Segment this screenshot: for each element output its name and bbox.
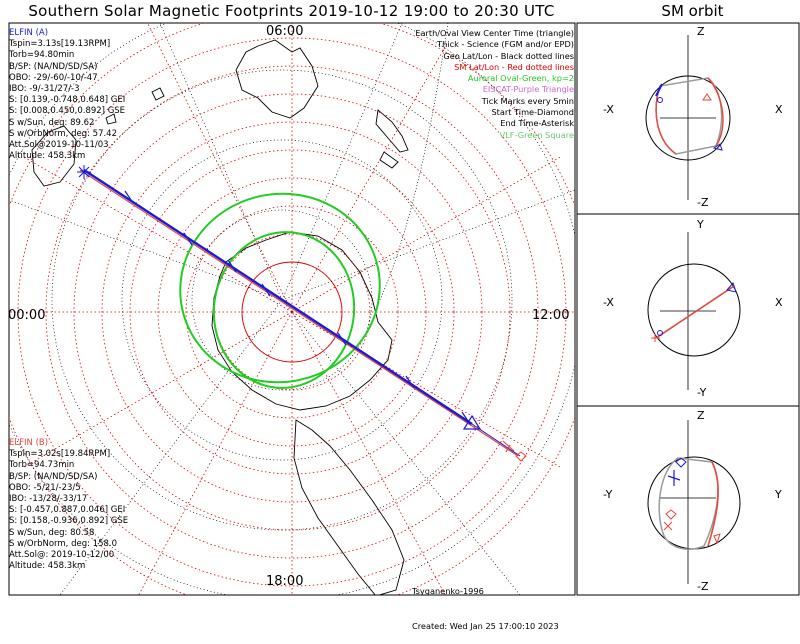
auroral-oval: [179, 192, 381, 389]
elfin-b-info-line: ELFIN (B): [9, 438, 49, 448]
orbit-frame: [576, 22, 800, 596]
elfin-a-info-line: S w/Sun, deg: 89.62: [9, 117, 95, 128]
orbit3-right-label: Y: [775, 488, 782, 501]
legend-entry: VLF-Green Square: [499, 129, 574, 140]
elfin-b-info-line: S: [0.158,-0.936,0.892] GSE: [9, 516, 129, 527]
coastlines: [31, 39, 409, 595]
elfin-b-info-line: Altitude: 458.3km: [9, 561, 86, 572]
elfin-a-info-line: IBO: -9/-31/27/-3: [9, 83, 80, 94]
elfin-b-markers: [502, 440, 515, 453]
new-zealand-coast: [375, 109, 409, 169]
elfin-a-info-line: Att.Sol@2019-10-11/03: [9, 139, 109, 150]
elfin-b-end-diamond: [515, 451, 527, 462]
elfin-b-info-line: S w/OrbNorm, deg: 158.0: [9, 538, 118, 549]
credit-model: Tsyganenko-1996: [412, 586, 484, 596]
orbit1-right-label: X: [775, 103, 783, 116]
legend-entry: Thick - Science (FGM and/or EPD): [437, 39, 574, 50]
elfin-a-info: ELFIN (A) Tspin=3.13s[19.13RPM] Torb=94.80…: [9, 28, 125, 162]
clock-label-top: 06:00: [266, 24, 304, 39]
orbit2-right-label: X: [775, 296, 783, 309]
africa-coast: [31, 125, 77, 187]
elfin-b-info-line: OBO: -5/21/-23/5: [9, 482, 81, 493]
credits: Tsyganenko-1996 Created: Wed Jan 25 17:0…: [412, 563, 559, 644]
orbit3-top-label: Z: [697, 409, 705, 422]
south-america-coast: [293, 419, 405, 595]
orbit3-left-label: -Y: [603, 488, 613, 501]
elfin-b-info: ELFIN (B) Tspin=3.02s[19.84RPM] Torb=94.73…: [9, 438, 128, 572]
legend-entry: Start Time-Diamond: [491, 107, 574, 118]
orbit3-bottom-label: -Z: [697, 580, 709, 593]
geo-grid: [9, 23, 575, 595]
elfin-b-info-line: B/SP: (NA/ND/SD/SA): [9, 471, 98, 482]
elfin-a-info-line: S: [0.139,-0.748,0.648] GEI: [9, 95, 126, 106]
orbit1-top-label: Z: [697, 25, 705, 38]
elfin-a-info-line: S: [0.008,0.450,0.892] GSE: [9, 106, 126, 117]
legend: Earth/Oval View Center Time (triangle) Th…: [415, 28, 574, 141]
legend-entry: EISCAT-Purple Triangle: [482, 84, 574, 95]
elfin-b-info-line: Att.Sol@: 2019-10-12/00: [9, 549, 115, 560]
view-center-triangle: [462, 414, 482, 430]
elfin-b-info-line: S: [-0.457,0.887,0.046] GEI: [9, 505, 126, 516]
orbit-panel-yx: [647, 232, 741, 390]
footprint-map: [8, 22, 800, 596]
australia-coast: [235, 39, 319, 119]
orbit2-top-label: Y: [697, 218, 704, 231]
legend-entry: Auroral Oval-Green, kp=2: [467, 73, 574, 84]
elfin-b-info-line: S w/Sun, deg: 80.58: [9, 527, 95, 538]
clock-label-bottom: 18:00: [266, 574, 304, 589]
pacific-islands: [105, 87, 165, 125]
orbit2-left-label: -X: [603, 296, 614, 309]
elfin-a-info-line: Tspin=3.13s[19.13RPM]: [9, 39, 111, 50]
elfin-a-tick-marks: [124, 190, 471, 425]
elfin-a-info-line: OBO: -29/-60/-10/-47: [9, 72, 98, 83]
orbit1-bottom-label: -Z: [697, 196, 709, 209]
sm-longitude-lines: [9, 23, 575, 595]
elfin-a-info-line: S w/OrbNorm, deg: 57.42: [9, 128, 118, 139]
elfin-b-info-line: Tspin=3.02s[19.84RPM]: [9, 449, 111, 460]
sm-orbit-title: SM orbit: [661, 2, 724, 20]
sm-inner-circle: [241, 261, 343, 363]
orbit-panel-zx: [645, 35, 731, 200]
elfin-a-info-line: B/SP: (NA/ND/SD/SA): [9, 61, 98, 72]
orbit-panel-zy: [647, 420, 741, 584]
elfin-a-info-line: Altitude: 458.3km: [9, 151, 86, 162]
elfin-b-start-asterisk: [77, 165, 91, 179]
legend-entry: Geo Lat/Lon - Black dotted lines: [443, 50, 574, 61]
orbit2-bottom-label: -Y: [697, 386, 707, 399]
elfin-a-info-line: Torb=94.80min: [9, 50, 75, 61]
legend-entry: SM Lat/Lon - Red dotted lines: [454, 61, 574, 72]
plot-title: Southern Solar Magnetic Footprints 2019-…: [28, 2, 555, 20]
elfin-b-track: [79, 169, 519, 457]
clock-label-left: 00:00: [8, 308, 46, 323]
elfin-b-info-line: Torb=94.73min: [9, 460, 75, 471]
credit-created: Created: Wed Jan 25 17:00:10 2023: [412, 620, 559, 631]
elfin-b-info-line: IBO: -13/28/-33/17: [9, 493, 88, 504]
elfin-a-info-line: ELFIN (A): [9, 28, 49, 38]
elfin-a-track: [83, 168, 521, 457]
orbit1-left-label: -X: [603, 103, 614, 116]
legend-entry: Earth/Oval View Center Time (triangle): [415, 28, 574, 38]
legend-entry: Tick Marks every 5min: [481, 95, 574, 106]
clock-label-right: 12:00: [532, 308, 570, 323]
antarctica-coast: [211, 231, 393, 411]
legend-entry: End Time-Asterisk: [500, 118, 574, 129]
